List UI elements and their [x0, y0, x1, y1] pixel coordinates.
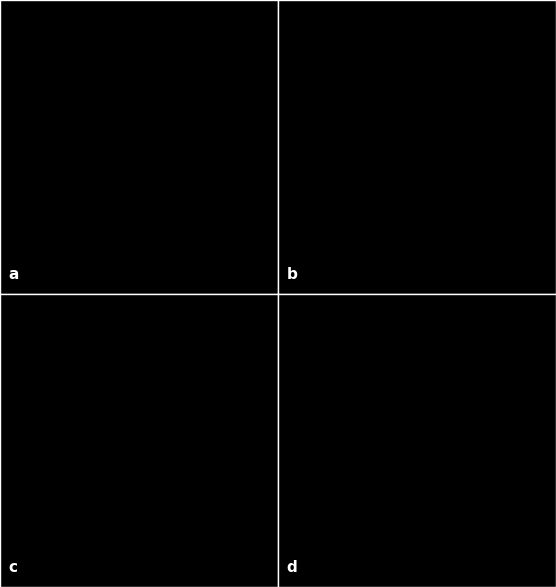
- Text: a: a: [8, 266, 19, 282]
- Text: c: c: [8, 560, 17, 575]
- Text: b: b: [286, 266, 297, 282]
- Text: d: d: [286, 560, 297, 575]
